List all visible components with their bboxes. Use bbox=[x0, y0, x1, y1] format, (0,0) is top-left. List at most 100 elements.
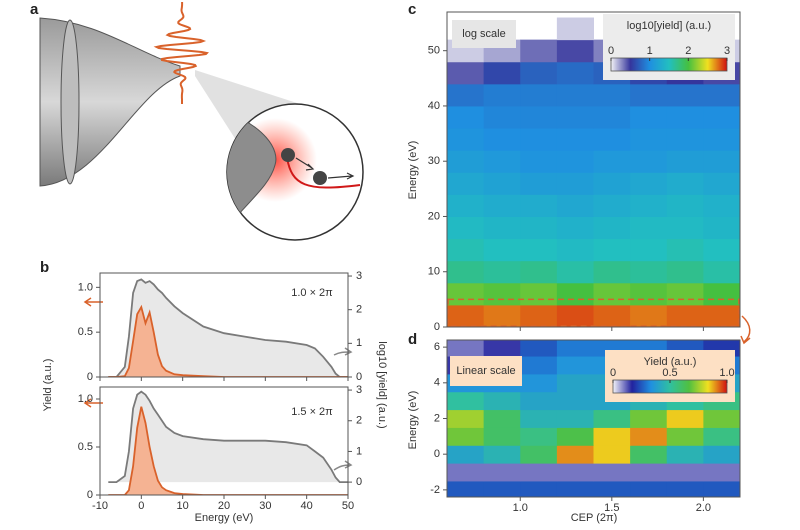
heat-cell bbox=[593, 463, 631, 482]
electron bbox=[281, 148, 295, 162]
heat-cell bbox=[593, 445, 631, 464]
heat-cell bbox=[666, 282, 704, 306]
heat-cell bbox=[666, 194, 704, 217]
heat-cell bbox=[556, 150, 594, 173]
scale-label: Linear scale bbox=[456, 365, 515, 377]
heat-cell bbox=[447, 463, 485, 482]
heat-cell bbox=[630, 445, 668, 464]
heat-cell bbox=[483, 409, 521, 428]
y2-tick-label: 0 bbox=[356, 476, 362, 488]
series-area bbox=[108, 304, 348, 377]
heat-cell bbox=[556, 463, 594, 482]
y-tick-label: 0.5 bbox=[78, 326, 93, 338]
heat-cell bbox=[556, 427, 594, 446]
colorbar-tick-label: 1.0 bbox=[719, 367, 734, 379]
heat-cell bbox=[703, 409, 740, 428]
scale-box bbox=[452, 20, 516, 48]
x-tick-label: 1.5 bbox=[604, 502, 619, 514]
heat-cell bbox=[447, 83, 485, 107]
heat-cell bbox=[666, 304, 704, 327]
heat-cell bbox=[447, 391, 485, 411]
y-axis-label: Energy (eV) bbox=[407, 391, 419, 450]
y-tick-label: 10 bbox=[428, 266, 440, 278]
colorbar-tick-label: 2 bbox=[685, 45, 691, 57]
heat-cell bbox=[630, 304, 668, 327]
heat-cell bbox=[630, 260, 668, 284]
heat-cell bbox=[483, 463, 521, 482]
tip-edge bbox=[60, 19, 80, 185]
heat-cell bbox=[447, 260, 485, 284]
y-tick-label: 2 bbox=[434, 412, 440, 424]
heat-cell bbox=[483, 282, 521, 306]
heat-cell bbox=[447, 238, 485, 262]
heat-cell bbox=[447, 194, 485, 217]
heat-cell bbox=[483, 61, 521, 85]
heat-cell bbox=[630, 480, 668, 497]
panel-label: d bbox=[408, 331, 417, 348]
heat-cell bbox=[483, 83, 521, 107]
heat-cell bbox=[630, 409, 668, 428]
y-tick-label: -2 bbox=[430, 484, 440, 496]
y2-tick-label: 2 bbox=[356, 415, 362, 427]
heat-cell bbox=[556, 216, 594, 240]
plot-area bbox=[108, 390, 348, 495]
heat-cell bbox=[666, 83, 704, 107]
y-tick-label: 4 bbox=[434, 377, 440, 389]
heat-cell bbox=[630, 150, 668, 173]
laser-pulse bbox=[153, 2, 209, 104]
heat-cell bbox=[666, 260, 704, 284]
heat-cell bbox=[630, 238, 668, 262]
y2-tick-label: 0 bbox=[356, 371, 362, 383]
y-tick-label: 1.0 bbox=[78, 393, 93, 405]
y-tick-label: 0 bbox=[434, 448, 440, 460]
scale-label: log scale bbox=[462, 28, 505, 40]
heat-cell bbox=[520, 409, 558, 428]
heat-cell bbox=[483, 128, 521, 151]
heat-cell bbox=[666, 216, 704, 240]
x-tick-label: 30 bbox=[259, 500, 271, 512]
heat-cell bbox=[483, 238, 521, 262]
x-tick-label: 20 bbox=[218, 500, 230, 512]
heat-cell bbox=[556, 194, 594, 217]
heat-cell bbox=[630, 105, 668, 129]
heat-cell bbox=[520, 427, 558, 446]
x-tick-label: -10 bbox=[92, 500, 108, 512]
y-axis-label: Yield (a.u.) bbox=[42, 359, 54, 412]
colorbar-label: log10[yield] (a.u.) bbox=[627, 20, 711, 32]
heat-cell bbox=[593, 83, 631, 107]
heat-cell bbox=[483, 391, 521, 411]
heat-cell bbox=[483, 445, 521, 464]
heat-cell bbox=[630, 172, 668, 195]
x-tick-label: 0 bbox=[138, 500, 144, 512]
heat-cell bbox=[520, 356, 558, 375]
heat-cell bbox=[483, 194, 521, 217]
heat-cell bbox=[556, 17, 594, 41]
heat-cell bbox=[447, 150, 485, 173]
heat-cell bbox=[666, 238, 704, 262]
annotation: 1.0 × 2π bbox=[291, 287, 333, 299]
arrow bbox=[327, 172, 355, 180]
heat-cell bbox=[556, 61, 594, 85]
heat-cell bbox=[703, 445, 740, 464]
heat-cell bbox=[520, 304, 558, 327]
panel-label: a bbox=[30, 1, 39, 18]
colorbar bbox=[610, 57, 728, 72]
trajectory bbox=[286, 157, 361, 189]
x-tick-label: 50 bbox=[342, 500, 354, 512]
heat-cell bbox=[703, 172, 740, 195]
heat-cell bbox=[520, 391, 558, 411]
heat-cell bbox=[520, 340, 558, 357]
y-axis-label: Energy (eV) bbox=[407, 141, 419, 200]
heat-cell bbox=[703, 282, 740, 306]
x-tick-label: 40 bbox=[301, 500, 313, 512]
heat-cell bbox=[593, 282, 631, 306]
heat-cell bbox=[703, 194, 740, 217]
heat-cell bbox=[630, 194, 668, 217]
y2-tick-label: 1 bbox=[356, 445, 362, 457]
diagram: a bbox=[30, 1, 364, 241]
heat-cell bbox=[703, 105, 740, 129]
heat-cell bbox=[483, 340, 521, 357]
heat-cell bbox=[447, 340, 485, 357]
heat-cell bbox=[593, 409, 631, 428]
